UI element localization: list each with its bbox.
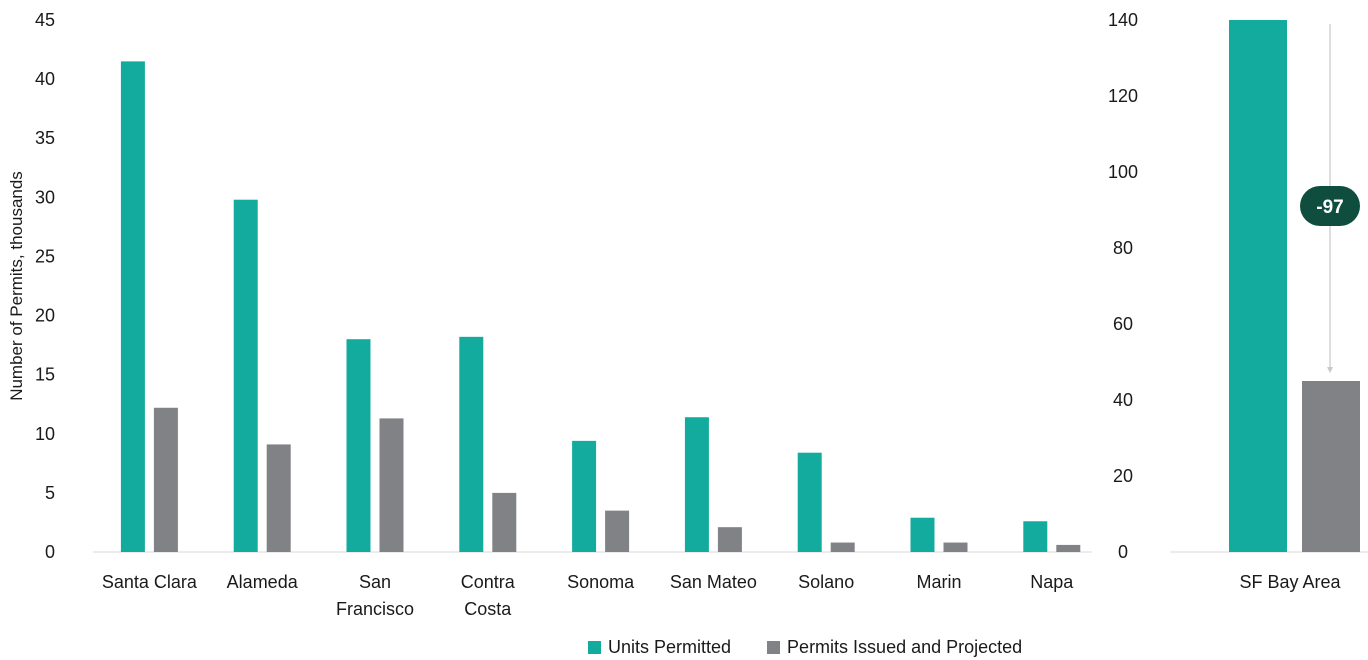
- category-label-sonoma: Sonoma: [567, 572, 635, 592]
- change-badge: [1300, 186, 1360, 226]
- bar-napa-permits-issued-and-projected: [1056, 544, 1081, 552]
- category-label-line: Marin: [916, 572, 961, 592]
- bar-sonoma-permits-issued-and-projected: [605, 510, 630, 552]
- bar-san-francisco-units-permitted: [346, 339, 371, 552]
- left-y-tick: 10: [35, 424, 55, 444]
- right-y-tick: 0: [1118, 542, 1128, 562]
- category-label-line: Francisco: [336, 599, 414, 619]
- left-y-tick: 5: [45, 483, 55, 503]
- legend: Units Permitted Permits Issued and Proje…: [588, 637, 1022, 658]
- bar-san-mateo-units-permitted: [684, 417, 709, 552]
- y-axis-label: Number of Permits, thousands: [7, 171, 26, 401]
- bar-sf-bay-area-permits-issued-and-projected: [1302, 381, 1360, 552]
- category-label-line: Costa: [464, 599, 512, 619]
- category-label-san-mateo: San Mateo: [670, 572, 757, 592]
- change-badge-label: -97: [1316, 197, 1343, 218]
- bay-area-panel: 0 20 40 60 80 100 120 140 SF Bay Area -97: [1108, 10, 1368, 592]
- legend-item-permits-issued: Permits Issued and Projected: [767, 637, 1022, 658]
- legend-item-units-permitted: Units Permitted: [588, 637, 731, 658]
- right-y-tick: 40: [1113, 390, 1133, 410]
- bar-santa-clara-permits-issued-and-projected: [153, 407, 178, 552]
- right-y-tick: 140: [1108, 10, 1138, 30]
- category-label-santa-clara: Santa Clara: [102, 572, 198, 592]
- bar-contra-costa-permits-issued-and-projected: [492, 492, 517, 552]
- category-label-line: San Mateo: [670, 572, 757, 592]
- bar-sf-bay-area-units-permitted: [1229, 20, 1287, 552]
- bar-napa-units-permitted: [1023, 521, 1048, 552]
- bar-solano-permits-issued-and-projected: [830, 542, 855, 552]
- legend-swatch-permits-issued: [767, 641, 781, 654]
- left-y-tick: 40: [35, 69, 55, 89]
- category-label-contra-costa: Contra Costa: [461, 572, 516, 619]
- category-label-napa: Napa: [1030, 572, 1074, 592]
- left-y-tick: 15: [35, 365, 55, 385]
- change-arrow-head: [1327, 367, 1333, 373]
- left-y-tick: 20: [35, 306, 55, 326]
- left-y-tick: 30: [35, 187, 55, 207]
- category-label-line: Contra: [461, 572, 516, 592]
- bar-alameda-units-permitted: [233, 199, 258, 552]
- category-label-line: San: [359, 572, 391, 592]
- right-y-tick: 20: [1113, 466, 1133, 486]
- bar-san-francisco-permits-issued-and-projected: [379, 418, 404, 552]
- right-y-tick: 100: [1108, 162, 1138, 182]
- bar-alameda-permits-issued-and-projected: [266, 444, 291, 552]
- category-label-line: Solano: [798, 572, 854, 592]
- left-y-tick: 25: [35, 246, 55, 266]
- category-label-line: Alameda: [227, 572, 299, 592]
- county-panel: 0 5 10 15 20 25 30 35 40 45 Number of Permits, tho…: [7, 10, 1092, 619]
- bar-marin-permits-issued-and-projected: [943, 542, 968, 552]
- right-y-tick: 80: [1113, 238, 1133, 258]
- bar-sonoma-units-permitted: [572, 440, 597, 552]
- bar-solano-units-permitted: [797, 452, 822, 552]
- right-y-tick: 120: [1108, 86, 1138, 106]
- bar-santa-clara-units-permitted: [120, 61, 145, 552]
- left-y-tick: 0: [45, 542, 55, 562]
- left-y-tick: 35: [35, 128, 55, 148]
- right-y-tick: 60: [1113, 314, 1133, 334]
- category-label-solano: Solano: [798, 572, 854, 592]
- category-label-san-francisco: San Francisco: [336, 572, 414, 619]
- category-label-line: Sonoma: [567, 572, 635, 592]
- bar-contra-costa-units-permitted: [459, 336, 484, 552]
- legend-label-permits-issued: Permits Issued and Projected: [787, 637, 1023, 657]
- legend-swatch-units-permitted: [588, 641, 601, 654]
- left-y-tick: 45: [35, 10, 55, 30]
- category-label-line: Santa Clara: [102, 572, 198, 592]
- category-label-marin: Marin: [916, 572, 961, 592]
- category-label-alameda: Alameda: [227, 572, 299, 592]
- bar-san-mateo-permits-issued-and-projected: [717, 527, 742, 552]
- category-label-sf-bay-area: SF Bay Area: [1239, 572, 1341, 592]
- category-label-line: Napa: [1030, 572, 1074, 592]
- bar-marin-units-permitted: [910, 517, 935, 552]
- legend-label-units-permitted: Units Permitted: [608, 637, 732, 657]
